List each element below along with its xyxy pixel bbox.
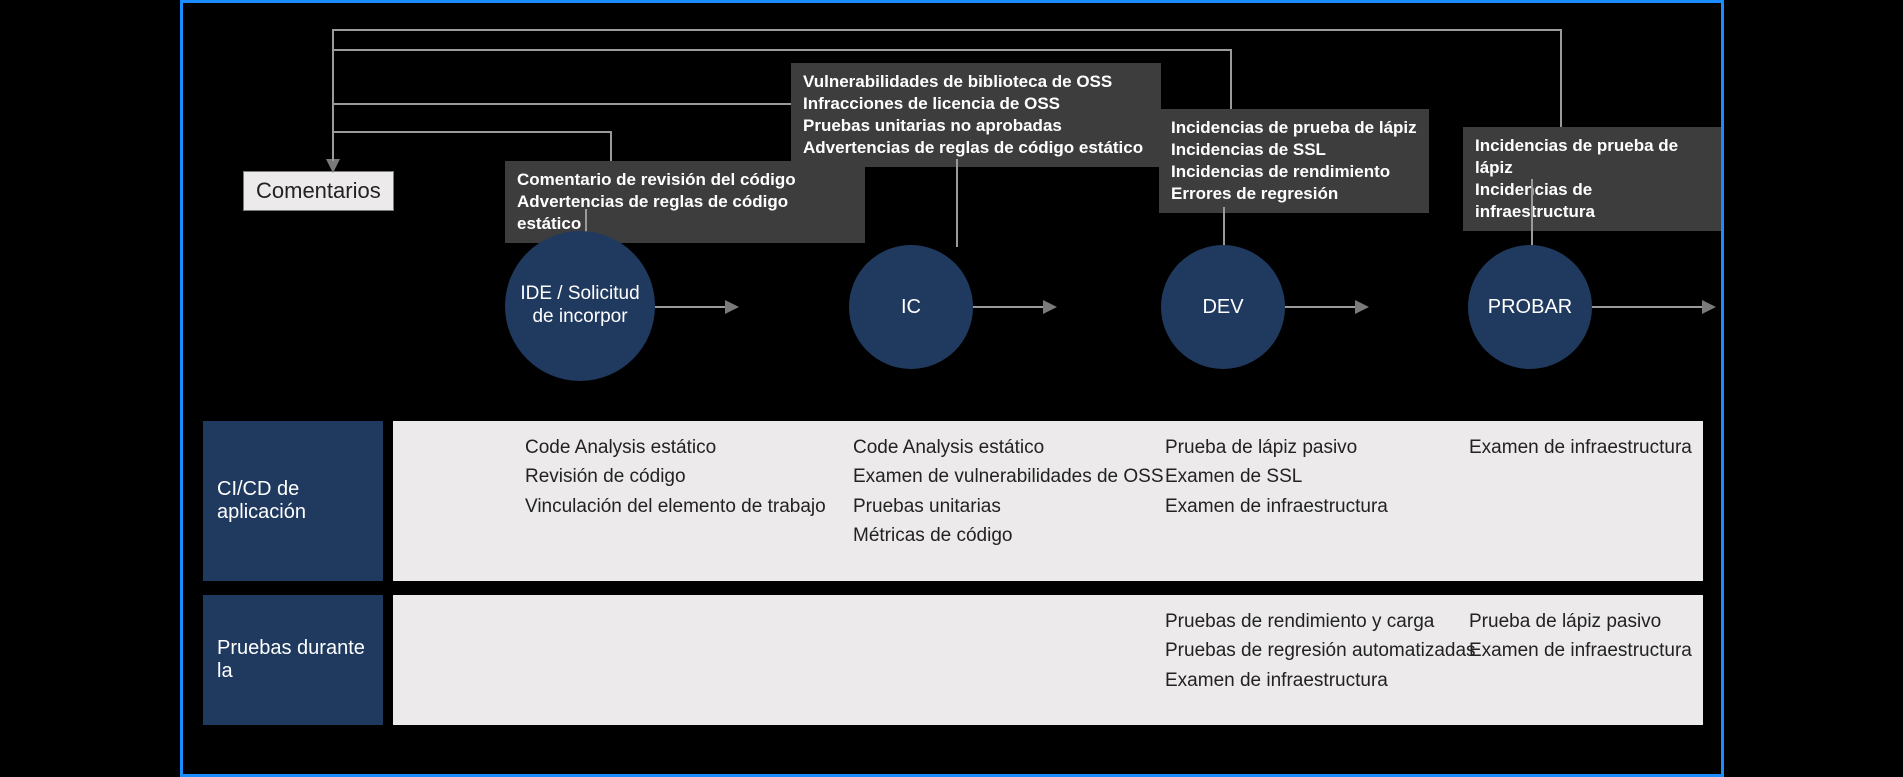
cell-line: Revisión de código bbox=[525, 462, 835, 491]
row-label-nightly: Pruebas durante la bbox=[203, 595, 383, 725]
row-label-cicd: CI/CD de aplicación bbox=[203, 421, 383, 581]
cell-nightly-probar: Prueba de lápiz pasivo Examen de infraes… bbox=[1469, 607, 1709, 666]
feedback-ide: Comentario de revisión del código Advert… bbox=[505, 161, 865, 243]
cell-line: Prueba de lápiz pasivo bbox=[1469, 607, 1709, 636]
feedback-dev: Incidencias de prueba de lápiz Incidenci… bbox=[1159, 109, 1429, 213]
feedback-dev-l3: Errores de regresión bbox=[1171, 183, 1417, 205]
stage-dev-label: DEV bbox=[1202, 295, 1243, 319]
diagram-canvas: Comentarios Comentario de revisión del c… bbox=[180, 0, 1724, 777]
row-body-nightly: Pruebas de rendimiento y carga Pruebas d… bbox=[393, 595, 1703, 725]
cell-line: Pruebas de rendimiento y carga bbox=[1165, 607, 1485, 636]
stage-probar-label: PROBAR bbox=[1488, 295, 1572, 319]
arrow-right-icon bbox=[1355, 300, 1369, 314]
arrow-right-icon bbox=[1702, 300, 1716, 314]
cell-line: Examen de infraestructura bbox=[1469, 433, 1709, 462]
arrow-ide-ic bbox=[655, 306, 725, 308]
cell-line: Métricas de código bbox=[853, 521, 1173, 550]
row-body-cicd: Code Analysis estático Revisión de códig… bbox=[393, 421, 1703, 581]
feedback-ic: Vulnerabilidades de biblioteca de OSS In… bbox=[791, 63, 1161, 167]
arrow-down-icon bbox=[326, 159, 340, 173]
cell-cicd-ide: Code Analysis estático Revisión de códig… bbox=[525, 433, 835, 521]
arrow-right-icon bbox=[725, 300, 739, 314]
feedback-dev-l2: Incidencias de rendimiento bbox=[1171, 161, 1417, 183]
drop-dev bbox=[1230, 49, 1232, 111]
rail-probar bbox=[332, 29, 1562, 31]
conn-probar bbox=[1531, 179, 1533, 247]
arrow-probar-out bbox=[1592, 306, 1702, 308]
feedback-probar-l0: Incidencias de prueba de lápiz bbox=[1475, 135, 1709, 179]
stage-ide: IDE / Solicitud de incorpor bbox=[505, 231, 655, 381]
cell-cicd-ic: Code Analysis estático Examen de vulnera… bbox=[853, 433, 1173, 551]
rail-dev bbox=[332, 49, 1232, 51]
rail-ide bbox=[332, 131, 612, 133]
conn-ic bbox=[956, 159, 958, 247]
feedback-ic-l3: Advertencias de reglas de código estátic… bbox=[803, 137, 1149, 159]
row-label-cicd-text: CI/CD de aplicación bbox=[217, 478, 369, 524]
cell-line: Code Analysis estático bbox=[853, 433, 1173, 462]
cell-line: Examen de SSL bbox=[1165, 462, 1465, 491]
arrow-right-icon bbox=[1043, 300, 1057, 314]
cell-cicd-dev: Prueba de lápiz pasivo Examen de SSL Exa… bbox=[1165, 433, 1465, 521]
stage-probar: PROBAR bbox=[1468, 245, 1592, 369]
cell-line: Examen de infraestructura bbox=[1165, 492, 1465, 521]
cell-line: Prueba de lápiz pasivo bbox=[1165, 433, 1465, 462]
cell-line: Code Analysis estático bbox=[525, 433, 835, 462]
cell-line: Pruebas de regresión automatizadas bbox=[1165, 636, 1485, 665]
feedback-dev-l1: Incidencias de SSL bbox=[1171, 139, 1417, 161]
feedback-ide-l0: Comentario de revisión del código bbox=[517, 169, 853, 191]
cell-line: Examen de vulnerabilidades de OSS bbox=[853, 462, 1173, 491]
feedback-ic-l0: Vulnerabilidades de biblioteca de OSS bbox=[803, 71, 1149, 93]
conn-dev bbox=[1223, 207, 1225, 247]
cell-nightly-dev: Pruebas de rendimiento y carga Pruebas d… bbox=[1165, 607, 1485, 695]
drop-probar bbox=[1560, 29, 1562, 129]
arrow-ic-dev bbox=[973, 306, 1043, 308]
cell-line: Examen de infraestructura bbox=[1469, 636, 1709, 665]
feedback-ic-l2: Pruebas unitarias no aprobadas bbox=[803, 115, 1149, 137]
cell-line: Pruebas unitarias bbox=[853, 492, 1173, 521]
stage-ic: IC bbox=[849, 245, 973, 369]
feedback-probar-l1: Incidencias de infraestructura bbox=[1475, 179, 1709, 223]
comments-box: Comentarios bbox=[243, 171, 394, 211]
stage-ic-label: IC bbox=[901, 295, 921, 319]
feedback-ic-l1: Infracciones de licencia de OSS bbox=[803, 93, 1149, 115]
cell-cicd-probar: Examen de infraestructura bbox=[1469, 433, 1709, 462]
stage-dev: DEV bbox=[1161, 245, 1285, 369]
cell-line: Examen de infraestructura bbox=[1165, 666, 1485, 695]
feedback-probar: Incidencias de prueba de lápiz Incidenci… bbox=[1463, 127, 1721, 231]
feedback-ide-l1: Advertencias de reglas de código estátic… bbox=[517, 191, 853, 235]
feedback-dev-l0: Incidencias de prueba de lápiz bbox=[1171, 117, 1417, 139]
drop-ide bbox=[610, 131, 612, 163]
stage-ide-label: IDE / Solicitud de incorpor bbox=[513, 283, 647, 329]
arrow-dev-probar bbox=[1285, 306, 1355, 308]
row-label-nightly-text: Pruebas durante la bbox=[217, 637, 369, 683]
cell-line: Vinculación del elemento de trabajo bbox=[525, 492, 835, 521]
